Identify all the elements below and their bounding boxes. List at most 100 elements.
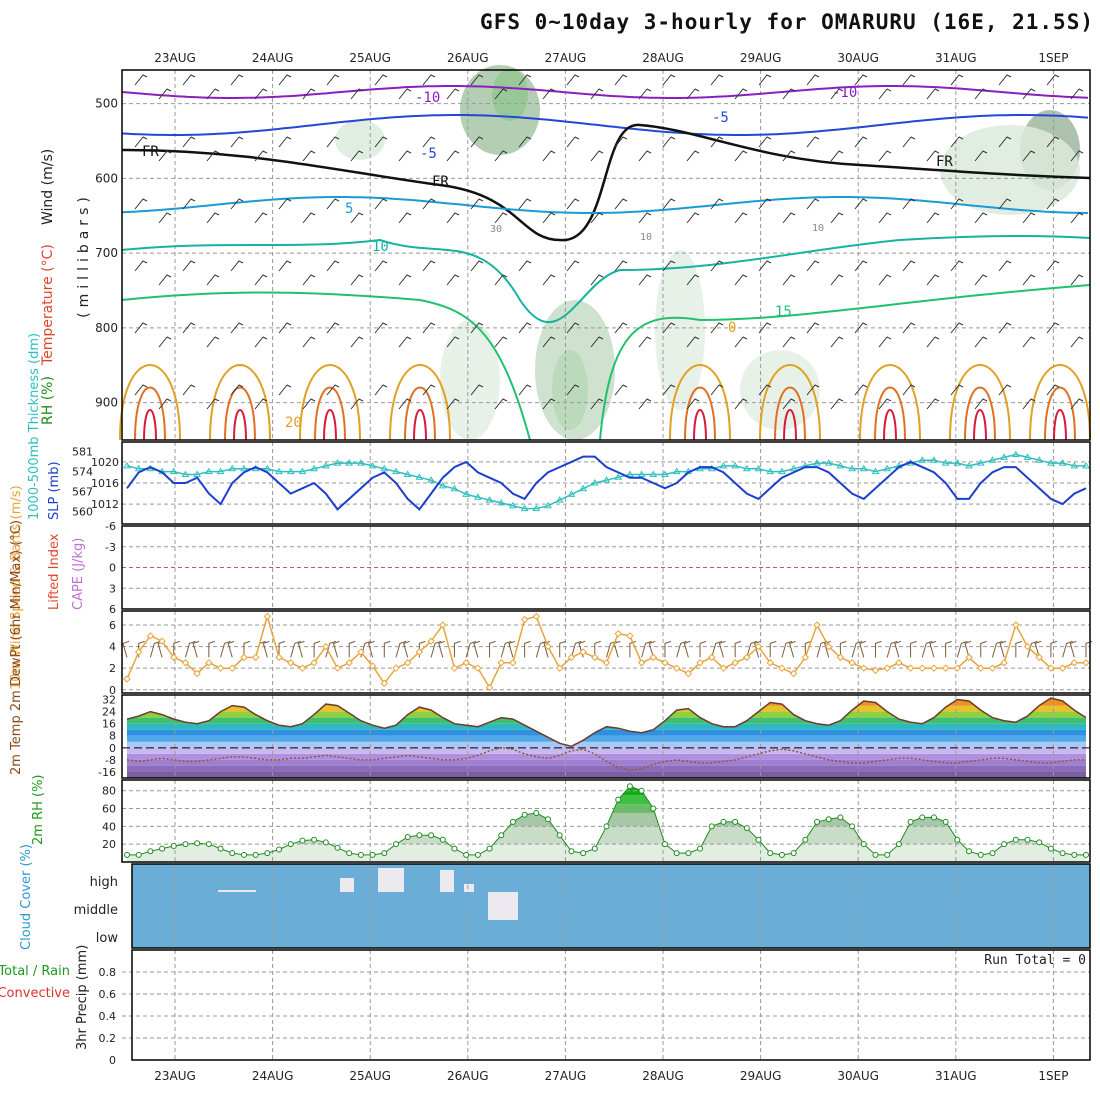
wind-tick: 6 xyxy=(109,619,116,632)
rh-point xyxy=(966,848,973,855)
wind-barb xyxy=(974,212,988,224)
date-label-bottom: 31AUG xyxy=(935,1069,977,1083)
contour-label: -5 xyxy=(420,146,437,162)
wind-barb xyxy=(710,322,724,334)
wind-barb xyxy=(302,274,316,286)
wind-barb xyxy=(710,136,724,148)
wind-barb xyxy=(648,640,656,658)
wind-barb xyxy=(446,336,460,348)
precip-tick: 0.8 xyxy=(99,966,117,979)
slp-line xyxy=(126,455,1087,511)
wind-barb xyxy=(910,640,917,658)
rh-point xyxy=(615,796,622,803)
rh-point xyxy=(1001,841,1008,848)
wind-barb xyxy=(494,212,508,224)
rh-point xyxy=(311,836,318,843)
wind-barb xyxy=(403,640,410,658)
rh-point xyxy=(346,850,353,857)
thickness-point xyxy=(415,473,424,480)
thickness-point xyxy=(532,504,541,512)
rh-point xyxy=(661,841,668,848)
wind-barb xyxy=(518,136,532,148)
wind-barb xyxy=(470,260,484,272)
wind-speed-point xyxy=(906,664,915,672)
wind-barb xyxy=(348,640,356,658)
rh-point xyxy=(439,836,446,843)
thickness-point xyxy=(813,459,821,466)
rh-shading xyxy=(740,350,820,430)
wind-barb xyxy=(1070,336,1084,348)
wind-barb xyxy=(383,640,391,658)
thickness-tick: 560 xyxy=(72,505,93,518)
thickness-point xyxy=(871,467,880,475)
thickness-point xyxy=(263,464,272,472)
wind-barb xyxy=(806,384,820,396)
wind-barb xyxy=(590,150,604,162)
pressure-tick: 900 xyxy=(95,396,118,410)
wind-barb xyxy=(686,212,700,224)
wind-barb xyxy=(254,212,268,224)
wind-speed-point xyxy=(556,664,564,672)
date-label-bottom: 27AUG xyxy=(545,1069,587,1083)
slp-ylabel2: SLP (mb) xyxy=(47,461,62,520)
cloud-level: middle xyxy=(74,903,118,918)
wind-barb xyxy=(686,336,700,348)
wind-barb xyxy=(614,74,628,86)
contour-20 xyxy=(669,364,731,441)
wind-barb xyxy=(206,212,220,224)
contour-30 xyxy=(973,409,987,441)
rh-point xyxy=(1036,839,1043,846)
wind-barb xyxy=(465,640,477,658)
wind-barb xyxy=(208,640,216,658)
wind-barb xyxy=(518,322,532,334)
contour-label: -5 xyxy=(712,110,729,126)
thickness-point xyxy=(941,459,950,466)
rh-tick: 60 xyxy=(102,803,116,816)
date-label-top: 30AUG xyxy=(837,51,879,65)
wind-barb xyxy=(974,398,988,410)
wind-barb xyxy=(227,640,235,658)
rh-point xyxy=(416,832,423,839)
run-total: Run Total = 0 xyxy=(984,953,1086,968)
rh-point xyxy=(240,851,247,858)
thickness-point xyxy=(731,461,740,469)
rh-point xyxy=(1059,850,1066,857)
wind-speed-point xyxy=(1012,621,1020,629)
wind-barb xyxy=(422,136,436,148)
wind-barb xyxy=(350,274,364,286)
wind-barb xyxy=(302,336,316,348)
pressure-tick: 800 xyxy=(95,321,118,335)
wind-tick: 2 xyxy=(109,662,116,675)
wind-barb xyxy=(1046,74,1060,86)
wind-speed-point xyxy=(240,653,248,662)
contour-25 xyxy=(314,386,346,441)
wind-speed-point xyxy=(170,653,178,662)
rh-ylabel: 2m RH (%) xyxy=(31,774,46,845)
wind-barb xyxy=(326,198,340,210)
wind-barb xyxy=(1046,136,1060,148)
rh-point xyxy=(545,816,552,823)
wind-speed-point xyxy=(918,664,926,672)
wind-speed-point xyxy=(649,653,657,662)
thickness-point xyxy=(310,464,319,472)
wind-speed-point xyxy=(333,664,342,672)
wind-barb xyxy=(500,640,512,658)
temp-line xyxy=(126,697,1087,748)
wind-barb xyxy=(220,640,231,658)
wind-tick: 4 xyxy=(109,641,116,654)
wind-barb xyxy=(367,640,375,658)
wind-barb xyxy=(489,640,496,658)
rh-point xyxy=(498,832,505,839)
wind-barb xyxy=(262,640,270,658)
wind-barb xyxy=(570,640,582,658)
precip-tick: 0 xyxy=(109,1054,116,1067)
wind-speed-point xyxy=(205,659,213,667)
wind-barb xyxy=(325,640,336,658)
thickness-point xyxy=(345,459,354,466)
rh-point xyxy=(814,818,821,825)
wind-barb xyxy=(326,136,340,148)
wind-barb xyxy=(1027,640,1038,658)
wind-barb xyxy=(438,640,445,658)
date-label-bottom: 29AUG xyxy=(740,1069,782,1083)
wind-barb xyxy=(782,88,796,100)
